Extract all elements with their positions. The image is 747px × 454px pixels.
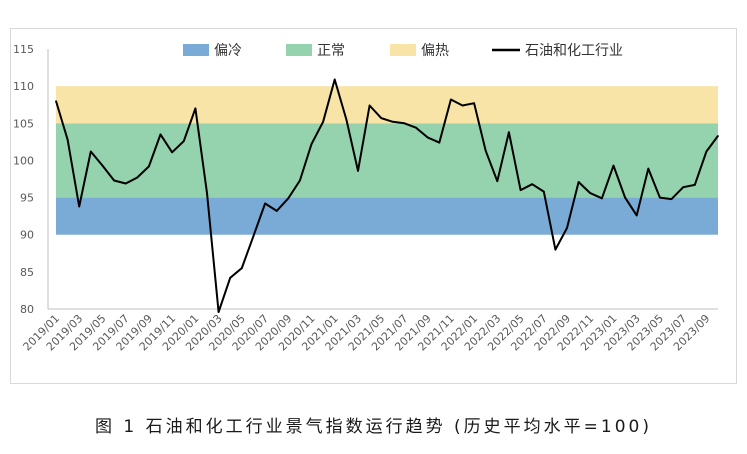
series-point [357,170,359,172]
series-point [496,180,499,183]
series-point [450,98,452,101]
series-point [438,141,441,144]
band-偏热 [56,86,718,124]
series-point [426,136,429,139]
y-tick-label: 95 [20,192,34,205]
series-point [368,104,371,107]
series-point [670,198,673,200]
series-point [322,121,324,123]
series-point [217,311,220,313]
series-point [78,205,81,208]
series-point [531,183,533,185]
series-point [310,143,313,145]
series-point [194,107,197,110]
figure-caption: 图 1 石油和化工行业景气指数运行趋势 (历史平均水平=100) [95,417,652,437]
y-tick-label: 100 [13,154,34,167]
series-point [647,167,650,170]
series-point [299,179,301,182]
series-point [182,140,185,142]
series-line [55,78,719,313]
series-point [275,210,278,212]
series-point [589,192,592,194]
line-chart: 808590951001051101152019/012019/032019/0… [13,43,719,353]
series-point [287,197,290,200]
series-point [659,196,661,199]
band-偏冷 [56,197,718,235]
series-point [136,176,139,179]
legend-swatch [390,44,416,56]
series-point [264,202,266,205]
series-point [566,227,568,229]
series-point [380,117,382,119]
y-tick-label: 115 [13,43,34,56]
series-point [252,235,255,237]
series-point [333,78,336,81]
series-point [635,214,638,217]
series-point [241,267,243,269]
series-point [345,118,348,121]
series-point [577,181,580,183]
series-point [717,135,719,137]
y-tick-label: 80 [20,303,34,316]
series-point [705,150,708,153]
series-point [392,121,394,123]
series-point [473,102,475,105]
y-tick-label: 90 [20,229,34,242]
series-point [171,151,173,154]
series-point [542,190,545,193]
legend-label: 偏冷 [214,43,242,59]
series-point [601,197,603,200]
series-point [124,182,127,185]
legend-label: 偏热 [421,43,449,59]
y-tick-label: 110 [13,80,34,93]
series-point [693,184,696,186]
series-point [612,164,615,167]
legend-swatch [286,44,312,56]
series-point [206,192,208,194]
series-point [113,179,115,182]
series-point [484,149,487,152]
series-point [415,126,417,129]
series-point [229,277,232,279]
series-point [66,138,69,141]
series-point [55,100,57,102]
series-point [403,122,406,125]
series-point [461,104,464,107]
legend-label: 石油和化工行业 [525,43,623,59]
series-point [101,164,104,167]
y-tick-label: 85 [20,266,34,279]
series-point [682,186,684,188]
legend-swatch [183,44,209,56]
series-point [159,133,162,136]
legend-label: 正常 [317,43,345,59]
series-point [508,131,510,133]
band-正常 [56,123,718,198]
series-point [624,196,626,199]
series-point [90,150,92,153]
y-tick-label: 105 [13,117,34,130]
series-point [519,189,522,191]
series-point [554,248,557,251]
series-point [148,165,150,168]
